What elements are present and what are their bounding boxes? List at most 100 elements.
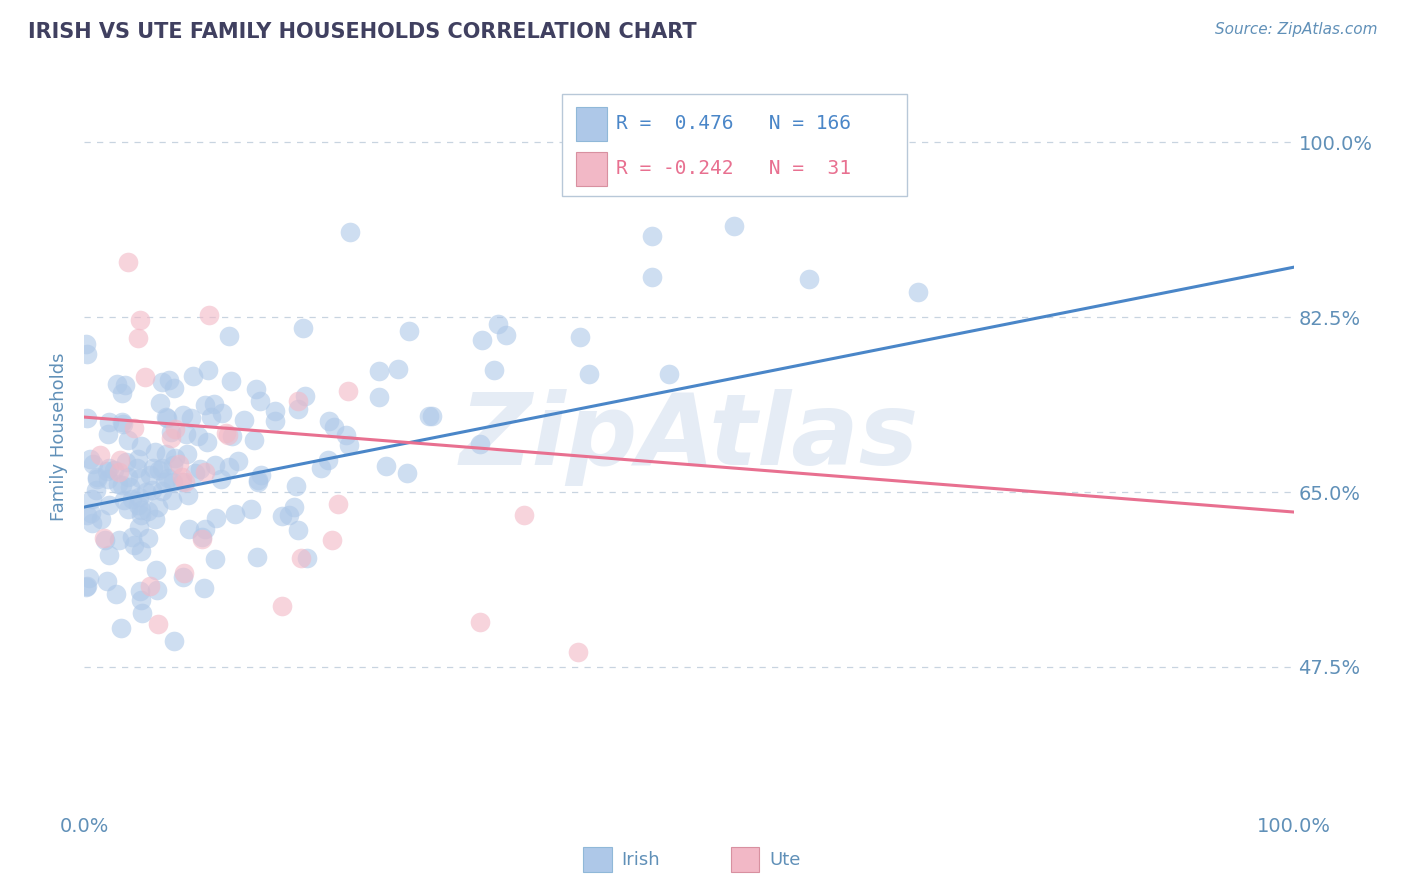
Point: [221, 429, 243, 443]
Point: [76, 346, 98, 360]
Point: [181, 368, 204, 383]
Point: [145, 563, 167, 577]
Point: [387, 362, 409, 376]
Point: [309, 460, 332, 475]
Point: [723, 219, 745, 234]
Point: [218, 460, 240, 475]
Point: [240, 502, 263, 516]
Point: [191, 533, 214, 547]
Point: [191, 530, 214, 544]
Point: [146, 582, 169, 597]
Point: [155, 447, 177, 461]
Point: [217, 427, 239, 442]
Point: [578, 368, 600, 382]
Point: [321, 533, 343, 547]
Point: [129, 583, 152, 598]
Point: [98, 416, 121, 430]
Point: [249, 468, 271, 483]
Point: [143, 444, 166, 458]
Point: [215, 426, 238, 441]
Point: [129, 312, 152, 326]
Point: [658, 367, 681, 381]
Point: [77, 571, 100, 585]
Point: [368, 390, 391, 404]
Point: [471, 333, 494, 347]
Point: [162, 475, 184, 490]
Point: [163, 451, 186, 466]
Point: [468, 437, 491, 451]
Point: [328, 497, 350, 511]
Point: [117, 433, 139, 447]
Point: [167, 457, 190, 471]
Point: [107, 477, 129, 491]
Point: [110, 452, 132, 467]
Point: [96, 574, 118, 588]
Point: [283, 500, 305, 515]
Point: [219, 374, 242, 388]
Point: [82, 457, 104, 471]
Point: [204, 458, 226, 472]
Point: [232, 413, 254, 427]
Point: [420, 409, 443, 423]
Point: [139, 579, 162, 593]
Point: [111, 386, 134, 401]
Point: [170, 470, 193, 484]
Point: [271, 599, 294, 614]
Point: [76, 579, 98, 593]
Point: [125, 461, 148, 475]
Point: [80, 516, 103, 530]
Point: [367, 364, 389, 378]
Point: [111, 415, 134, 429]
Point: [468, 615, 491, 630]
Point: [98, 548, 121, 562]
Point: [121, 530, 143, 544]
Point: [202, 397, 225, 411]
Text: IRISH VS UTE FAMILY HOUSEHOLDS CORRELATION CHART: IRISH VS UTE FAMILY HOUSEHOLDS CORRELATI…: [28, 22, 697, 42]
Text: ZipAtlas: ZipAtlas: [460, 389, 918, 485]
Point: [195, 435, 218, 450]
Point: [398, 324, 420, 338]
Point: [124, 538, 146, 552]
Point: [129, 471, 152, 485]
Point: [103, 463, 125, 477]
Point: [156, 411, 179, 425]
Point: [80, 506, 103, 520]
Point: [242, 433, 264, 447]
Point: [264, 414, 287, 428]
Point: [316, 453, 339, 467]
Point: [80, 492, 103, 507]
Point: [187, 429, 209, 443]
Point: [264, 404, 287, 418]
Point: [135, 484, 157, 499]
Point: [375, 458, 398, 473]
Point: [295, 551, 318, 566]
Point: [143, 511, 166, 525]
Point: [89, 448, 111, 462]
Point: [157, 373, 180, 387]
Point: [148, 463, 170, 477]
Point: [162, 458, 184, 472]
Point: [198, 308, 221, 322]
Point: [194, 523, 217, 537]
Point: [172, 408, 194, 422]
Point: [128, 520, 150, 534]
Point: [200, 409, 222, 424]
Point: [160, 431, 183, 445]
Point: [797, 272, 820, 286]
Point: [418, 409, 440, 423]
Point: [75, 336, 97, 351]
Point: [162, 492, 184, 507]
Point: [108, 465, 131, 479]
Point: [395, 467, 418, 481]
Point: [128, 490, 150, 504]
Point: [176, 488, 198, 502]
Point: [290, 551, 312, 566]
Point: [152, 375, 174, 389]
Point: [193, 581, 215, 595]
Point: [115, 455, 138, 469]
Point: [114, 378, 136, 392]
Point: [569, 330, 592, 344]
Point: [136, 531, 159, 545]
Point: [141, 483, 163, 497]
Point: [96, 472, 118, 486]
